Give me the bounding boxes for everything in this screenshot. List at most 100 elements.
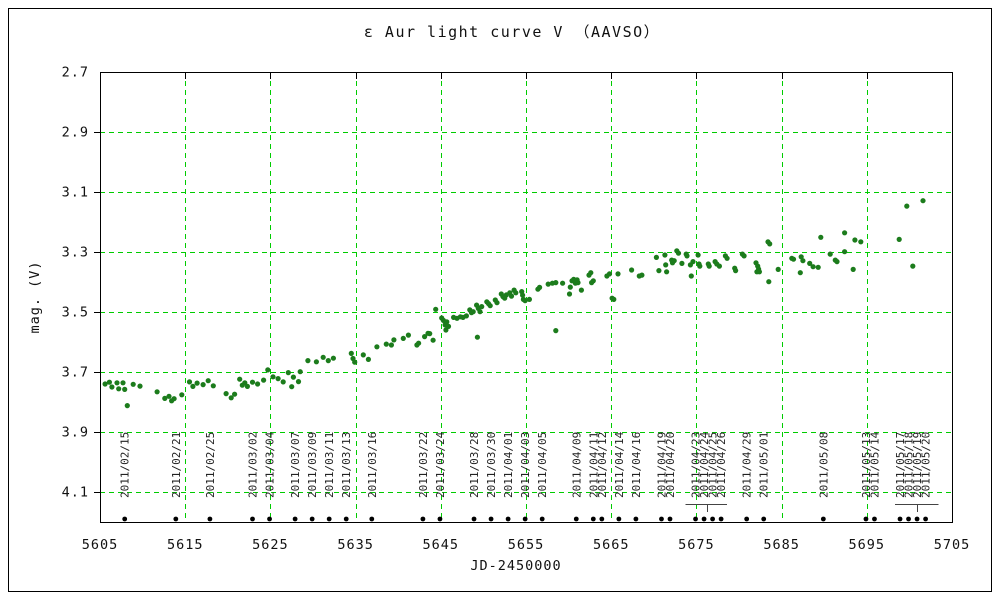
data-point	[166, 393, 172, 399]
date-marker-label: 2011/04/19	[655, 432, 668, 498]
date-marker-label: 2011/02/21	[170, 432, 183, 498]
data-point	[695, 252, 701, 258]
date-marker-dot	[633, 516, 639, 522]
data-point	[388, 342, 394, 348]
date-marker-dot	[701, 516, 707, 522]
date-marker-label: 2011/05/17	[894, 432, 907, 498]
data-point	[664, 269, 670, 275]
data-point	[383, 341, 389, 347]
date-marker-dot	[710, 516, 715, 522]
data-point	[815, 264, 821, 270]
data-point	[106, 379, 112, 385]
data-point	[297, 369, 303, 375]
data-point	[842, 230, 848, 236]
y-axis-title: mag. (V)	[27, 260, 43, 333]
date-marker-label: 2011/04/12	[596, 432, 609, 498]
data-point	[244, 383, 250, 389]
data-point	[662, 252, 668, 258]
y-tick-label: 3.5	[62, 305, 89, 321]
data-point	[154, 389, 160, 395]
data-point	[320, 354, 326, 360]
date-marker-label: 2011/04/11	[587, 432, 600, 498]
data-point	[567, 284, 573, 290]
data-point	[348, 350, 354, 356]
data-point	[400, 335, 406, 341]
chart-title: ε Aur light curve V （AAVSO）	[364, 23, 660, 41]
data-point	[590, 278, 596, 284]
x-tick-label: 5695	[849, 537, 886, 553]
date-marker-dot	[471, 516, 477, 522]
date-marker-dot	[914, 516, 920, 522]
data-point	[365, 356, 371, 362]
date-marker-label: 2011/04/29	[741, 432, 754, 498]
date-marker-label: 2011/03/04	[264, 431, 277, 498]
date-marker-dot	[122, 516, 128, 522]
data-point	[137, 383, 143, 389]
date-marker-dot	[897, 516, 903, 522]
date-marker-label: 2011/04/05	[536, 432, 549, 498]
date-marker-label: 2011/03/24	[434, 431, 447, 498]
date-marker-label: 2011/04/26	[715, 432, 728, 498]
date-marker-label: 2011/04/20	[664, 432, 677, 498]
grid-layer	[100, 72, 952, 522]
date-marker-label: 2011/05/14	[868, 431, 881, 498]
data-point	[688, 273, 694, 279]
data-point	[130, 381, 136, 387]
date-marker-label: 2011/04/25	[707, 432, 720, 498]
date-marker-dot	[616, 516, 622, 522]
bracket-layer	[685, 504, 939, 512]
data-point	[255, 381, 261, 387]
data-point	[374, 344, 380, 350]
data-point	[629, 267, 635, 273]
data-point	[798, 254, 804, 260]
data-point	[526, 296, 533, 302]
data-point	[920, 198, 926, 204]
data-point	[756, 269, 763, 275]
data-point	[606, 271, 613, 277]
date-marker-label: 2011/03/09	[306, 432, 319, 498]
data-point	[194, 380, 200, 386]
date-marker-label: 2011/04/01	[502, 432, 515, 498]
data-point	[553, 280, 559, 286]
data-point	[470, 309, 476, 315]
date-marker-dot	[173, 516, 179, 522]
data-point	[537, 284, 543, 290]
data-point	[186, 379, 193, 385]
date-marker-label: 2011/05/13	[860, 432, 873, 498]
y-tick-label: 3.1	[62, 185, 89, 201]
data-point	[684, 253, 690, 259]
date-marker-dot	[718, 516, 724, 522]
date-marker-label: 2011/05/01	[758, 432, 771, 498]
y-tick-label: 4.1	[62, 485, 89, 501]
date-marker-label: 2011/03/22	[417, 432, 430, 498]
data-point	[807, 260, 813, 266]
data-point	[205, 378, 211, 384]
data-point	[858, 239, 864, 245]
data-point	[179, 392, 185, 398]
data-point	[433, 306, 439, 312]
date-marker-dot	[906, 516, 911, 522]
data-point	[790, 256, 797, 262]
date-marker-dot	[820, 516, 826, 522]
date-marker-label: 2011/04/03	[519, 432, 532, 498]
x-tick-label: 5615	[167, 537, 204, 553]
data-point	[896, 236, 902, 242]
x-tick-label: 5705	[934, 537, 971, 553]
plot-border	[100, 72, 953, 523]
data-point	[675, 250, 682, 256]
data-point	[545, 281, 551, 287]
data-point	[741, 253, 747, 259]
data-point	[850, 266, 856, 272]
date-marker-label: 2011/04/23	[690, 432, 703, 498]
x-tick-label: 5665	[593, 537, 630, 553]
date-marker-label: 2011/03/16	[366, 432, 379, 498]
data-point	[114, 380, 120, 386]
date-marker-dot	[599, 516, 605, 522]
x-tick-label: 5605	[82, 537, 119, 553]
data-point	[463, 313, 469, 319]
date-marker-dot	[420, 516, 426, 522]
data-point	[513, 290, 519, 296]
data-point	[522, 298, 528, 304]
data-point	[290, 374, 296, 380]
date-marker-dot	[744, 516, 750, 522]
